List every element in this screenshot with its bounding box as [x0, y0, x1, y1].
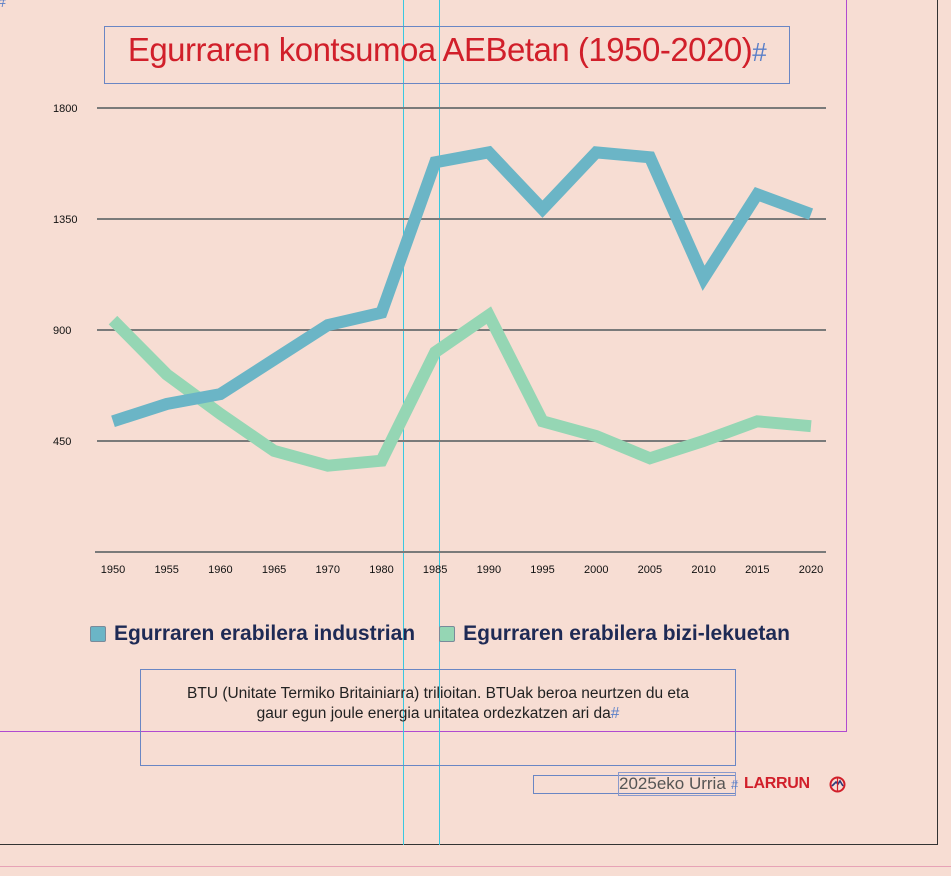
- x-tick-label: 2010: [691, 564, 715, 576]
- y-tick-label: 1350: [53, 214, 77, 226]
- legend-label-industry: Egurraren erabilera industrian: [114, 622, 416, 645]
- x-tick-label: 2005: [638, 564, 662, 576]
- x-tick-label: 1995: [530, 564, 554, 576]
- title-text-frame[interactable]: Egurraren kontsumoa AEBetan (1950-2020)#: [104, 26, 790, 84]
- y-axis-tick-labels: 450 900 1350 1800: [53, 103, 77, 448]
- x-tick-label: 1965: [262, 564, 286, 576]
- unit-note-line-1: BTU (Unitate Termiko Britainiarra) trili…: [187, 685, 689, 702]
- x-tick-label: 1980: [369, 564, 393, 576]
- legend-label-homes: Egurraren erabilera bizi-lekuetan: [463, 622, 790, 645]
- legend-swatch-industry: [90, 626, 106, 642]
- x-tick-label: 2020: [799, 564, 823, 576]
- y-tick-label: 900: [53, 325, 71, 337]
- x-tick-label: 1985: [423, 564, 447, 576]
- note-text-frame[interactable]: BTU (Unitate Termiko Britainiarra) trili…: [140, 669, 736, 766]
- unit-note: BTU (Unitate Termiko Britainiarra) trili…: [141, 684, 735, 724]
- x-tick-label: 1960: [208, 564, 232, 576]
- legend-swatch-homes: [439, 626, 456, 642]
- legend-item-homes: Egurraren erabilera bizi-lekuetan: [439, 622, 790, 646]
- date-text-frame[interactable]: [618, 772, 736, 796]
- page-edge-bottom: [0, 844, 938, 845]
- chart-title: Egurraren kontsumoa AEBetan (1950-2020)#: [105, 31, 789, 69]
- chart-title-text: Egurraren kontsumoa AEBetan (1950-2020): [127, 31, 753, 68]
- larrun-logo-icon: [829, 776, 846, 793]
- margin-guide-bottom: [0, 731, 847, 732]
- corner-hash-mark: #: [0, 0, 6, 12]
- note-end-of-story-mark: #: [610, 705, 620, 722]
- margin-guide-right: [846, 0, 847, 732]
- x-tick-label: 1970: [316, 564, 340, 576]
- date-end-of-story-mark: #: [731, 777, 739, 792]
- x-tick-label: 2015: [745, 564, 769, 576]
- chart-legend: Egurraren erabilera industrian Egurraren…: [90, 622, 814, 646]
- series-line-industry: [111, 145, 814, 428]
- y-tick-label: 450: [53, 436, 71, 448]
- legend-item-industry: Egurraren erabilera industrian: [90, 622, 415, 646]
- x-tick-label: 1990: [477, 564, 501, 576]
- x-axis-tick-labels: 1950 1955 1960 1965 1970 1980 1985 1990 1995 2000…: [101, 564, 823, 576]
- title-end-of-story-mark: #: [752, 37, 767, 67]
- x-tick-label: 2000: [584, 564, 608, 576]
- publication-date: 2025eko Urria: [619, 774, 726, 793]
- ruler-guide-2[interactable]: [439, 0, 440, 845]
- chart-series: [108, 145, 814, 472]
- brand-name: LARRUN: [744, 775, 810, 792]
- unit-note-line-2: gaur egun joule energia unitatea ordezka…: [256, 705, 611, 722]
- page-edge-right: [937, 0, 938, 845]
- series-line-homes: [108, 306, 812, 472]
- x-tick-label: 1955: [154, 564, 178, 576]
- y-tick-label: 1800: [53, 103, 77, 115]
- bleed-guide: [0, 866, 951, 867]
- x-tick-label: 1950: [101, 564, 125, 576]
